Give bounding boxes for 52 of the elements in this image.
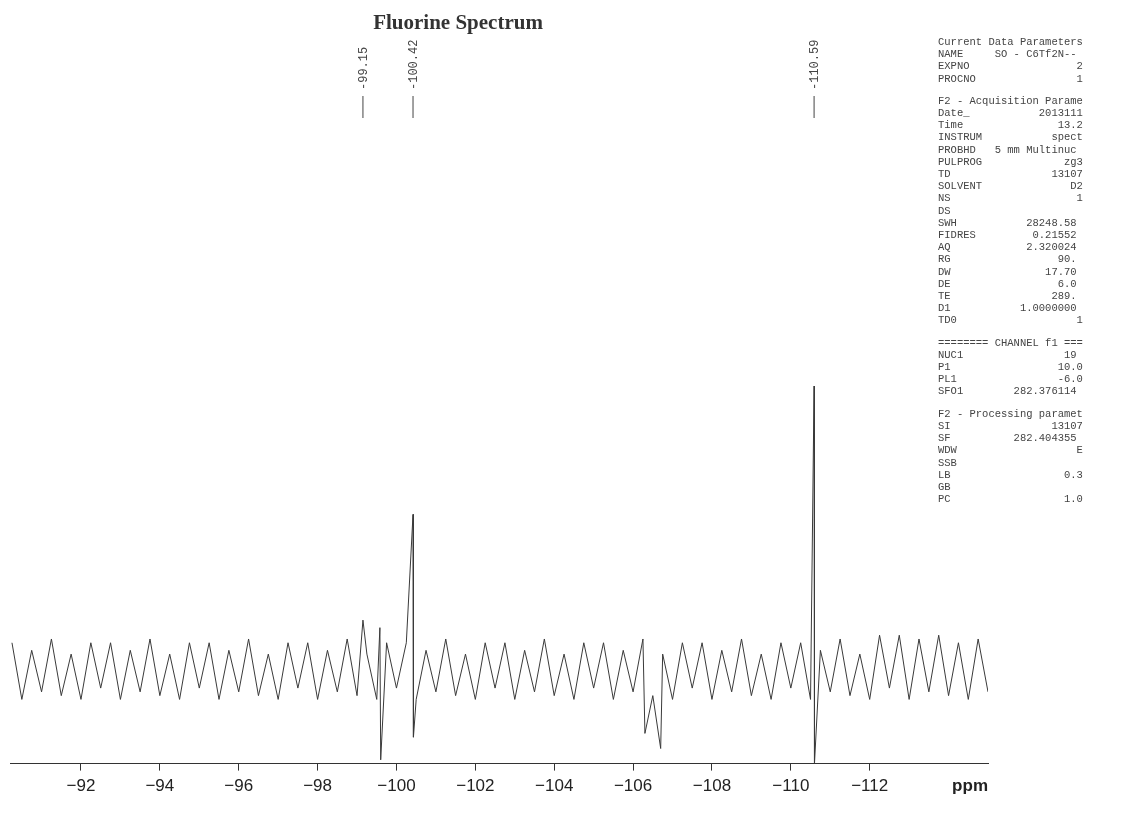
annotation: -100.42 <box>407 39 422 90</box>
text: NAME SO - C6Tf2N-- <box>938 48 1078 61</box>
text: FIDRES 0.21552 <box>938 229 1078 242</box>
text: PROCNO 1 <box>938 72 1084 85</box>
text: DW 17.70 <box>938 265 1078 278</box>
text: INSTRUM spect <box>938 131 1084 144</box>
text: Current Data Parameters <box>938 36 1084 49</box>
text: EXPNO 2 <box>938 60 1084 73</box>
text: Time 13.2 <box>938 119 1084 132</box>
annotation: WDW E <box>938 444 1084 457</box>
annotation: SI 13107 <box>938 419 1084 433</box>
x-tick-label: −92 <box>66 776 96 796</box>
text: PULPROG zg3 <box>938 155 1084 169</box>
chart-title: Fluorine Spectrum <box>373 10 544 35</box>
x-tick-label: −96 <box>224 776 254 796</box>
annotation: GB <box>938 480 952 494</box>
text: D1 1.0000000 <box>938 302 1078 315</box>
annotation: SSB <box>938 456 958 469</box>
annotation: PC 1.0 <box>938 493 1084 506</box>
x-tick-label: −104 <box>535 776 574 796</box>
x-axis-title: ppm <box>952 775 988 795</box>
text: NS 1 <box>938 192 1084 205</box>
annotation: -99.15 <box>356 46 371 90</box>
text: PROBHD 5 mm Multinuc <box>938 143 1078 156</box>
x-tick-label: −112 <box>851 776 889 796</box>
annotation: F2 - Processing paramet <box>938 407 1084 420</box>
text: DS <box>938 204 952 217</box>
text: P1 10.0 <box>938 361 1084 374</box>
text: F2 - Acquisition Parame <box>938 94 1084 108</box>
annotation: SFO1 282.376114 <box>938 385 1078 398</box>
x-tick-label: −100 <box>377 776 416 796</box>
annotation: LB 0.3 <box>938 468 1084 481</box>
text: Date_ 2013111 <box>938 107 1084 120</box>
text: DE 6.0 <box>938 277 1078 291</box>
text: RG 90. <box>938 253 1078 266</box>
x-tick-label: −94 <box>145 776 175 796</box>
text: SOLVENT D2 <box>938 180 1084 193</box>
x-tick-label: −98 <box>303 776 333 796</box>
text: AQ 2.320024 <box>938 241 1078 254</box>
text: TD 13107 <box>938 168 1084 181</box>
annotation: -110.59 <box>808 39 823 90</box>
annotation: SF 282.404355 <box>938 432 1078 445</box>
text: NUC1 19 <box>938 348 1078 362</box>
text: PL1 -6.0 <box>938 373 1084 386</box>
text: TE 289. <box>938 290 1078 303</box>
text: SWH 28248.58 <box>938 216 1078 230</box>
text: TD0 1 <box>938 314 1084 327</box>
x-tick-label: −108 <box>692 776 732 796</box>
x-tick-label: −110 <box>772 776 810 796</box>
x-tick-label: −106 <box>613 776 653 796</box>
x-tick-label: −102 <box>456 776 495 796</box>
text: ======== CHANNEL f1 === <box>938 336 1084 349</box>
